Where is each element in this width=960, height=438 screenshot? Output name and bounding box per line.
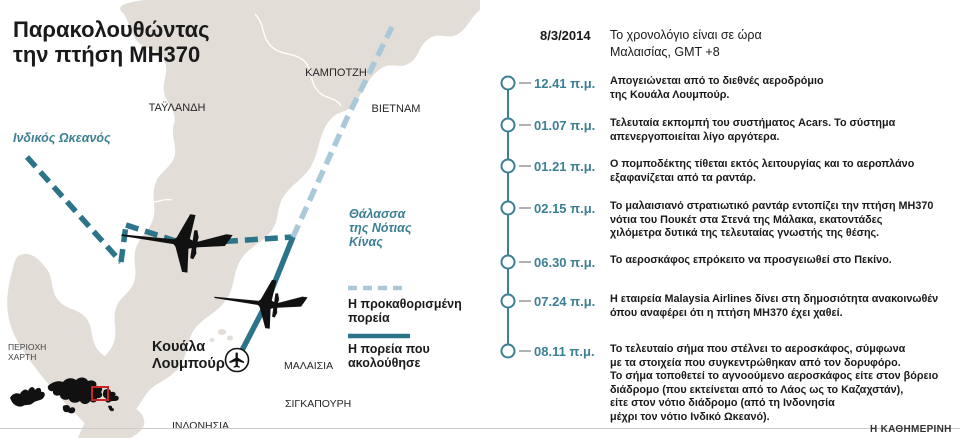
svg-text:ΣΙΓΚΑΠΟΥΡΗ: ΣΙΓΚΑΠΟΥΡΗ — [285, 398, 351, 410]
svg-text:ΜΑΛΑΙΣΙΑ: ΜΑΛΑΙΣΙΑ — [284, 360, 333, 372]
svg-text:ΠΕΡΙΟΧΗ: ΠΕΡΙΟΧΗ — [8, 342, 46, 352]
svg-text:Κουάλα: Κουάλα — [152, 339, 205, 355]
svg-text:πορεία: πορεία — [348, 311, 390, 325]
svg-text:ΤΑΫΛΑΝΔΗ: ΤΑΫΛΑΝΔΗ — [149, 102, 206, 114]
svg-text:ΙΝΔΟΝΗΣΙΑ: ΙΝΔΟΝΗΣΙΑ — [172, 420, 229, 432]
svg-text:Ινδικός Ωκεανός: Ινδικός Ωκεανός — [13, 131, 111, 145]
svg-text:Κίνας: Κίνας — [349, 235, 383, 249]
svg-text:Η πορεία που: Η πορεία που — [348, 342, 430, 356]
svg-text:Θάλασσα: Θάλασσα — [349, 207, 407, 221]
svg-text:ΒΙΕΤΝΑΜ: ΒΙΕΤΝΑΜ — [372, 103, 421, 115]
svg-text:ακολούθησε: ακολούθησε — [348, 356, 421, 370]
svg-text:Λουμπούρ: Λουμπούρ — [152, 356, 225, 372]
svg-text:της Νότιας: της Νότιας — [349, 221, 412, 235]
svg-text:ΧΑΡΤΗ: ΧΑΡΤΗ — [8, 352, 36, 362]
svg-text:Η προκαθορισμένη: Η προκαθορισμένη — [348, 297, 462, 311]
svg-text:ΚΑΜΠΟΤΖΗ: ΚΑΜΠΟΤΖΗ — [305, 67, 367, 79]
